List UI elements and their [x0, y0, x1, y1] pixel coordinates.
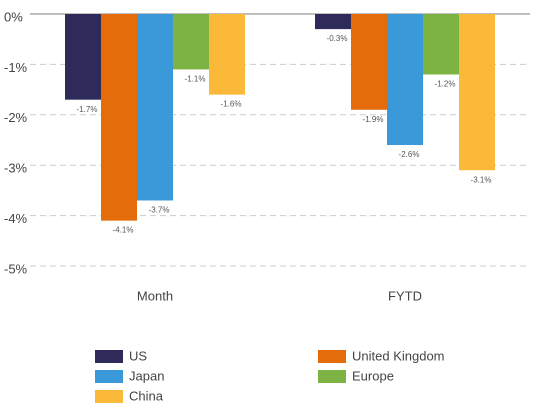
bar — [315, 14, 351, 30]
legend-label: United Kingdom — [352, 348, 445, 363]
value-label: -1.7% — [77, 105, 98, 114]
bar — [459, 14, 495, 171]
y-tick-label: -3% — [4, 161, 28, 176]
legend-swatch — [95, 370, 123, 383]
legend-label: China — [129, 388, 164, 403]
legend-label: Europe — [352, 368, 394, 383]
value-label: -0.3% — [327, 34, 348, 43]
y-tick-label: 0% — [4, 9, 23, 24]
value-label: -1.9% — [363, 115, 384, 124]
legend-label: US — [129, 348, 147, 363]
value-label: -1.6% — [221, 100, 242, 109]
bar — [209, 14, 245, 95]
value-label: -3.7% — [149, 206, 170, 215]
value-label: -3.1% — [471, 175, 492, 184]
value-label: -4.1% — [113, 226, 134, 235]
legend-label: Japan — [129, 368, 164, 383]
bar — [387, 14, 423, 146]
y-tick-label: -1% — [4, 60, 28, 75]
y-tick-label: -2% — [4, 110, 28, 125]
legend-swatch — [318, 350, 346, 363]
bar — [101, 14, 137, 221]
value-label: -2.6% — [399, 150, 420, 159]
value-label: -1.1% — [185, 75, 206, 84]
legend-swatch — [95, 390, 123, 403]
bar — [137, 14, 173, 201]
legend-swatch — [95, 350, 123, 363]
value-label: -1.2% — [435, 80, 456, 89]
bar — [173, 14, 209, 70]
x-tick-label: FYTD — [388, 288, 422, 303]
y-tick-label: -4% — [4, 211, 28, 226]
y-tick-label: -5% — [4, 261, 28, 276]
legend-swatch — [318, 370, 346, 383]
bar — [65, 14, 101, 100]
bar — [351, 14, 387, 110]
bar — [423, 14, 459, 75]
x-tick-label: Month — [137, 288, 173, 303]
